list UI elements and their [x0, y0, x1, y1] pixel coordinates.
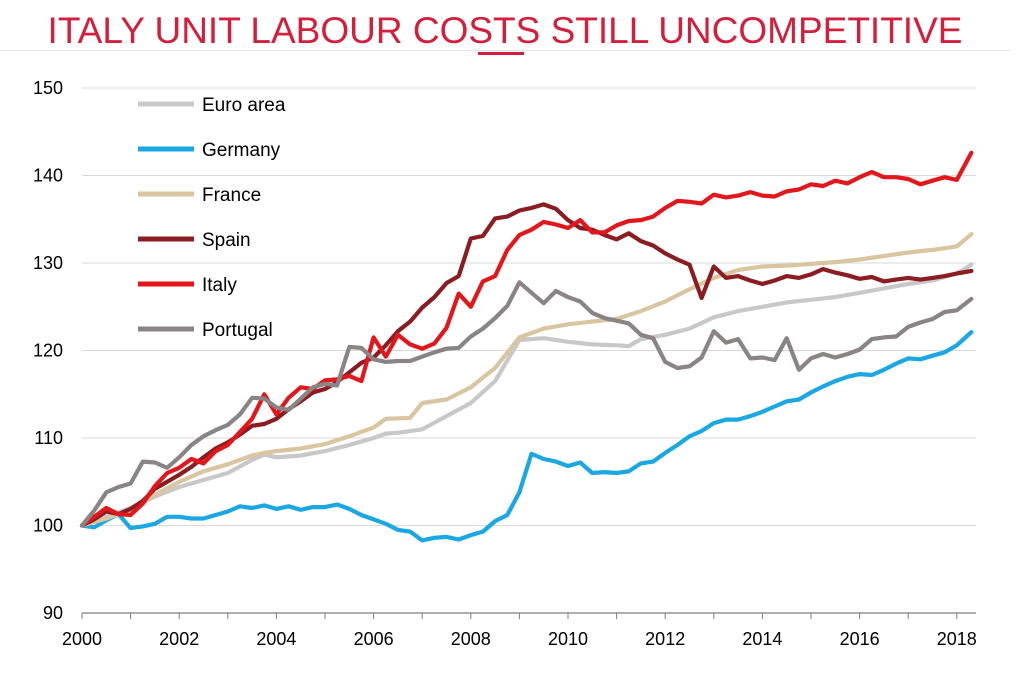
series-line-portugal — [79, 280, 974, 528]
chart-title: ITALY UNIT LABOUR COSTS STILL UNCOMPETIT… — [47, 10, 963, 51]
legend-label: Spain — [202, 230, 251, 251]
y-tick-label: 150 — [33, 78, 63, 98]
x-tick-label: 2010 — [548, 629, 588, 649]
axes: 90 100 110 120 130 140 150 2000 2002 2004 2006 2008… — [33, 78, 977, 649]
series-line-germany — [79, 330, 974, 543]
x-tick-label: 2002 — [159, 629, 199, 649]
title-divider — [0, 50, 1010, 51]
series-line-france — [79, 232, 974, 528]
x-tick-label: 2012 — [645, 629, 685, 649]
y-tick-label: 100 — [33, 516, 63, 536]
series-lines — [79, 150, 974, 543]
y-tick-label: 90 — [43, 603, 63, 623]
x-tick-label: 2014 — [742, 629, 782, 649]
legend-label: Italy — [202, 275, 237, 296]
x-tick-label: 2006 — [354, 629, 394, 649]
y-tick-label: 120 — [33, 341, 63, 361]
x-tick-label: 2000 — [62, 629, 102, 649]
legend-label: Portugal — [202, 320, 273, 341]
x-tick-label: 2008 — [451, 629, 491, 649]
x-tick-label: 2004 — [256, 629, 296, 649]
title-underline — [478, 52, 524, 55]
x-tick-label: 2018 — [937, 629, 977, 649]
series-line-euro-area — [79, 262, 974, 528]
legend-label: Germany — [202, 140, 281, 161]
legend-label: France — [202, 185, 261, 206]
gridlines — [82, 87, 976, 526]
x-tick-label: 2016 — [840, 629, 880, 649]
legend: Euro area Germany France Spain Italy Portugal — [138, 95, 286, 341]
y-tick-label: 140 — [33, 166, 63, 186]
y-tick-label: 130 — [33, 253, 63, 273]
y-tick-label: 110 — [34, 428, 63, 448]
legend-label: Euro area — [202, 95, 286, 116]
series-line-italy — [79, 150, 974, 528]
